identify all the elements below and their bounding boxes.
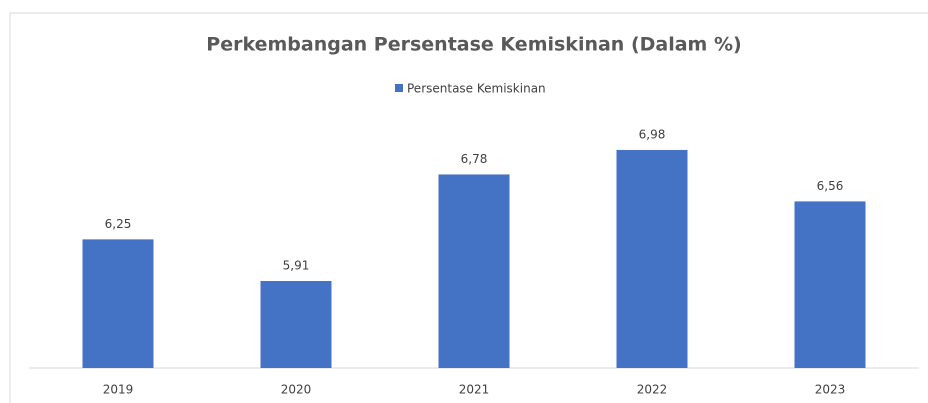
bar bbox=[438, 174, 510, 368]
legend-label: Persentase Kemiskinan bbox=[407, 82, 546, 96]
bar bbox=[616, 149, 688, 368]
chart-border bbox=[9, 12, 928, 403]
chart-title: Perkembangan Persentase Kemiskinan (Dala… bbox=[206, 34, 741, 56]
data-label: 6,98 bbox=[639, 127, 666, 141]
data-label: 6,25 bbox=[105, 217, 132, 231]
bar bbox=[794, 201, 866, 368]
data-label: 6,78 bbox=[461, 152, 488, 166]
data-label: 6,56 bbox=[817, 179, 844, 193]
x-tick-label: 2023 bbox=[815, 383, 846, 397]
data-label: 5,91 bbox=[283, 259, 310, 273]
bar bbox=[260, 281, 332, 368]
x-tick-label: 2020 bbox=[281, 383, 312, 397]
x-tick-label: 2022 bbox=[637, 383, 668, 397]
legend-swatch bbox=[395, 84, 403, 92]
x-tick-label: 2019 bbox=[103, 383, 134, 397]
bar bbox=[82, 239, 154, 368]
x-tick-label: 2021 bbox=[459, 383, 490, 397]
